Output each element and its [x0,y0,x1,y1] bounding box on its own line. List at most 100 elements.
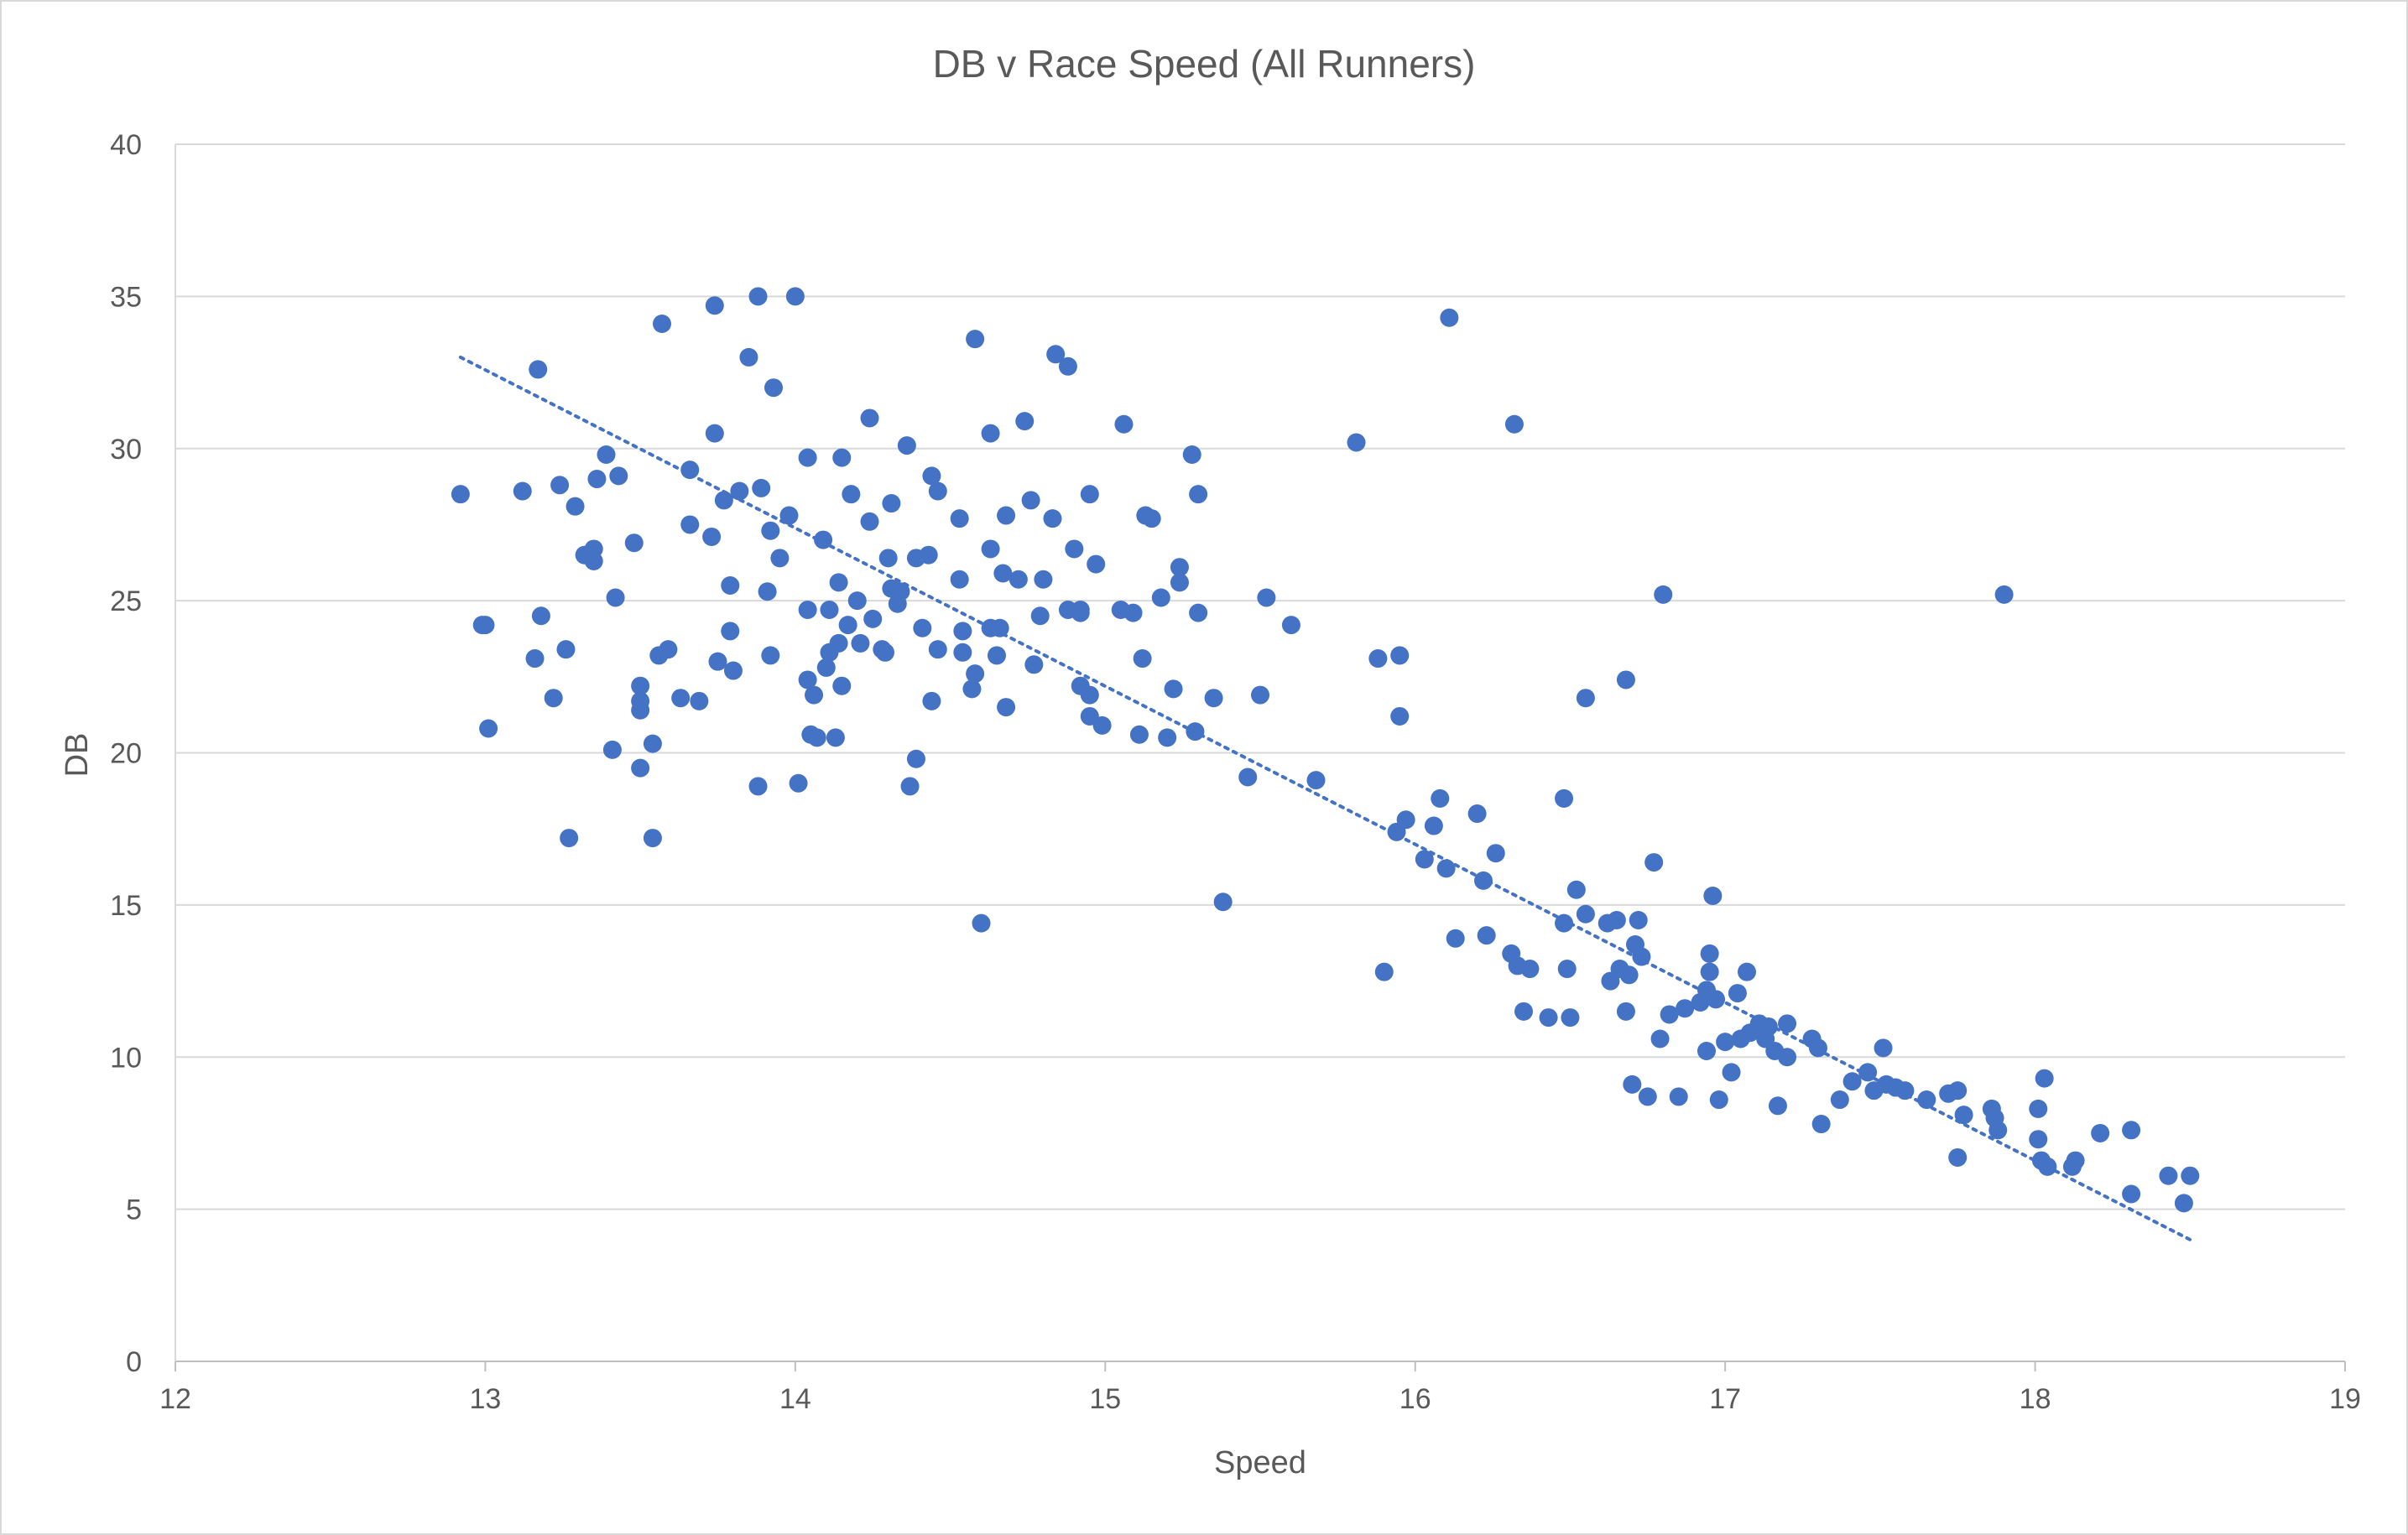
data-point [1080,685,1099,705]
data-point [826,728,845,747]
data-point [643,829,662,848]
data-point [1415,850,1434,869]
data-point [1629,911,1648,930]
data-point [1170,558,1189,577]
data-point [631,676,650,695]
data-point [1030,606,1050,626]
x-tick-label: 18 [2020,1383,2051,1415]
data-point [928,481,947,501]
data-point [560,829,579,848]
data-point [730,481,749,501]
data-point [997,698,1016,717]
data-point [1189,603,1208,622]
x-tick-label: 12 [159,1383,191,1415]
y-tick-label: 20 [110,738,142,770]
data-point [479,719,498,738]
data-point [624,533,644,553]
data-point [606,588,625,607]
data-point [1778,1014,1797,1033]
data-point [913,618,932,637]
data-point [1948,1147,1968,1167]
data-point [897,436,916,455]
data-point [798,601,817,620]
gridlines [175,143,2346,1371]
data-point [690,691,709,710]
data-point [1514,1002,1534,1021]
x-axis-label: Speed [1214,1445,1306,1480]
data-point [1306,771,1326,790]
data-point [832,448,852,467]
data-point [1644,853,1664,872]
data-point [1024,655,1044,674]
data-point [723,661,743,680]
data-point [602,740,622,759]
data-point [2122,1184,2141,1204]
data-point [1170,573,1189,592]
data-point [842,485,861,504]
data-point [2122,1121,2141,1140]
data-point [1251,685,1269,705]
data-point [653,315,672,334]
data-point [1808,1038,1827,1058]
data-point [1811,1115,1831,1134]
data-point [752,478,771,497]
data-point [708,652,727,671]
data-point [922,691,941,710]
data-point [1189,485,1208,504]
y-axis-label: DB [60,733,95,778]
data-point [1080,485,1099,504]
data-point [1390,706,1410,726]
data-point [860,408,879,428]
data-point [748,777,768,796]
data-point [525,649,545,669]
data-point [770,549,790,568]
data-point [1467,804,1487,824]
data-point [981,424,1000,443]
chart-title: DB v Race Speed (All Runners) [933,42,1476,86]
data-point [1087,554,1106,574]
data-point [1638,1087,1657,1106]
data-point [584,551,603,570]
data-point [1768,1096,1787,1116]
data-point [785,287,805,306]
data-point [556,640,576,659]
data-point [1129,725,1149,744]
data-point [1778,1048,1797,1067]
data-point [1374,962,1394,981]
data-point [878,549,898,568]
data-point [2029,1130,2048,1149]
data-point [1123,603,1143,622]
data-point [1623,1074,1642,1094]
data-point [1133,649,1152,669]
data-point [1021,491,1040,510]
data-point [900,777,920,796]
data-point [906,749,925,768]
data-point [550,476,570,495]
data-point [1669,1087,1688,1106]
data-point [631,700,650,720]
data-point [1707,990,1726,1009]
data-point [2029,1099,2048,1118]
data-point [1607,911,1626,930]
data-point [816,658,836,677]
data-point [1697,1041,1716,1060]
data-point [966,330,985,349]
data-point [1555,788,1574,808]
data-point [1158,728,1177,747]
data-point [1009,570,1028,589]
data-point [1858,1063,1878,1082]
data-point [1092,715,1112,735]
tick-labels: 0 5 10 15 20 25 30 35 40 12 13 14 15 16 17 18 19 [110,129,2361,1415]
data-point [953,643,972,662]
data-point [1204,689,1223,708]
data-point [761,521,780,540]
data-point [882,494,901,513]
data-point [721,622,740,641]
data-point [587,470,607,489]
data-point [2174,1194,2193,1213]
data-point [953,622,972,641]
y-tick-label: 30 [110,434,142,466]
data-point [847,591,867,611]
data-point [1566,880,1586,899]
